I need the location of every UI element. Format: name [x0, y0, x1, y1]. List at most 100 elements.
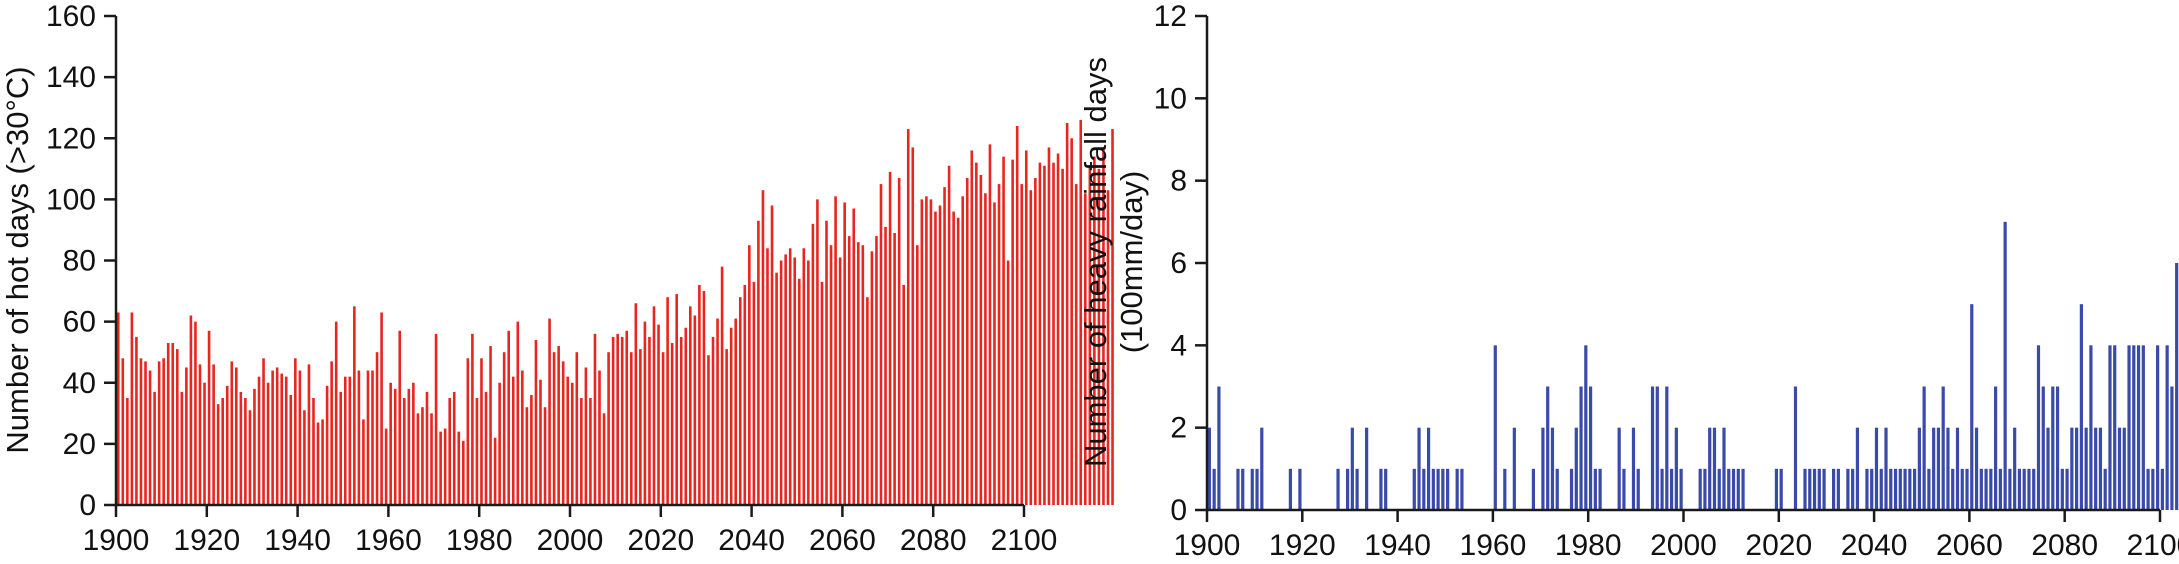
hot-days-y-tick-label: 160 [46, 0, 96, 33]
heavy-rainfall-bar-2099 [2156, 345, 2160, 510]
heavy-rainfall-bar-2043 [1889, 468, 1893, 510]
hot-days-bar-1908 [153, 391, 156, 505]
heavy-rainfall-bar-2010 [1731, 468, 1736, 510]
hot-days-bar-2051 [802, 248, 806, 505]
hot-days-bar-1952 [353, 306, 356, 505]
hot-days-bar-2047 [784, 254, 787, 505]
hot-days-bar-2002 [580, 398, 583, 505]
heavy-rainfall-bar-2067 [2003, 221, 2007, 510]
hot-days-bar-1968 [425, 391, 429, 505]
hot-days-bar-1971 [439, 431, 442, 505]
hot-days-bar-1942 [307, 364, 311, 505]
heavy-rainfall-bar-1993 [1650, 386, 1655, 510]
heavy-rainfall-x-tick-label: 1980 [1555, 529, 1622, 562]
heavy-rainfall-x-tick-label: 1920 [1269, 529, 1336, 562]
hot-days-bar-1931 [257, 376, 261, 505]
hot-days-bar-1945 [321, 419, 324, 505]
hot-days-bar-2019 [657, 324, 660, 505]
heavy-rainfall-bar-2062 [1979, 468, 1983, 510]
hot-days-bar-2068 [879, 184, 883, 505]
hot-days-bar-1964 [407, 388, 411, 505]
hot-days-bar-1999 [566, 376, 570, 505]
heavy-rainfall-y-axis-title-line2: (100mm/day) [1114, 171, 1149, 354]
hot-days-bar-1950 [343, 376, 347, 505]
heavy-rainfall-bar-1978 [1579, 386, 1583, 510]
hot-days-bar-2112 [1079, 119, 1083, 505]
hot-days-bar-2076 [916, 245, 919, 505]
hot-days-bar-2081 [938, 205, 942, 506]
heavy-rainfall-bar-1953 [1460, 468, 1464, 510]
heavy-rainfall-bar-2087 [2098, 427, 2103, 510]
hot-days-bar-2102 [1034, 177, 1037, 506]
heavy-rainfall-bar-1960 [1493, 345, 1497, 510]
hot-days-bar-2119 [1111, 129, 1114, 505]
heavy-rainfall-bar-2071 [2022, 468, 2026, 510]
hot-days-bar-2014 [634, 303, 638, 505]
hot-days-bar-2103 [1038, 162, 1042, 505]
hot-days-bar-1948 [334, 321, 338, 506]
hot-days-bar-2037 [738, 297, 742, 505]
heavy-rainfall-bar-2069 [2013, 427, 2017, 510]
hot-days-bar-2117 [1102, 147, 1105, 506]
hot-days-bar-2006 [598, 370, 601, 505]
heavy-rainfall-bar-2078 [2055, 386, 2060, 510]
heavy-rainfall-bar-2060 [1970, 304, 1974, 510]
heavy-rainfall-y-tick-label: 6 [1170, 247, 1187, 280]
hot-days-bar-2012 [625, 330, 629, 505]
heavy-rainfall-bar-1946 [1426, 427, 1431, 510]
hot-days-bar-1955 [366, 370, 370, 505]
heavy-rainfall-bar-2029 [1822, 468, 1826, 510]
hot-days-bar-1930 [253, 388, 256, 505]
heavy-rainfall-bar-2046 [1903, 468, 1907, 510]
heavy-rainfall-bars [1207, 221, 2179, 510]
heavy-rainfall-bar-2056 [1951, 468, 1955, 510]
hot-days-bar-2008 [607, 352, 610, 505]
heavy-rainfall-bar-2020 [1779, 468, 1783, 510]
heavy-rainfall-bar-2075 [2041, 386, 2045, 510]
heavy-rainfall-bar-1998 [1674, 427, 1678, 510]
hot-days-bar-2066 [870, 251, 874, 505]
heavy-rainfall-bar-2096 [2141, 345, 2145, 510]
hot-days-bar-1994 [543, 407, 547, 505]
hot-days-bar-1929 [248, 410, 252, 505]
heavy-rainfall-bar-2102 [2170, 386, 2174, 510]
hot-days-bar-2045 [775, 272, 778, 505]
hot-days-bar-2013 [629, 352, 633, 505]
hot-days-bar-1953 [357, 370, 361, 505]
hot-days-bar-1958 [380, 312, 383, 505]
hot-days-bar-1967 [421, 407, 424, 505]
hot-days-bar-1923 [221, 398, 224, 505]
hot-days-bar-2015 [639, 349, 642, 505]
hot-days-bar-1904 [135, 336, 138, 505]
hot-days-bar-2053 [811, 223, 815, 505]
heavy-rainfall-bar-2084 [2084, 427, 2088, 510]
hot-days-y-axis-title: Number of hot days (>30°C) [0, 66, 35, 453]
heavy-rainfall-bar-2031 [1832, 468, 1836, 510]
hot-days-x-tick-label: 2100 [991, 524, 1058, 557]
hot-days-bar-2026 [689, 306, 692, 505]
hot-days-bar-2027 [693, 315, 697, 505]
hot-days-x-tick-label: 1960 [355, 524, 422, 557]
heavy-rainfall-bar-2009 [1727, 468, 1731, 510]
heavy-rainfall-bar-1999 [1679, 468, 1683, 510]
hot-days-bar-2031 [711, 336, 715, 505]
hot-days-bar-2056 [825, 220, 828, 505]
hot-days-bar-1914 [180, 391, 184, 505]
heavy-rainfall-bar-2058 [1960, 468, 1964, 510]
hot-days-bar-2114 [1088, 165, 1092, 505]
heavy-rainfall-bar-2053 [1936, 427, 1941, 510]
hot-days-bar-1974 [452, 391, 456, 505]
hot-days-bar-1928 [244, 398, 247, 505]
hot-days-bar-2110 [1070, 138, 1073, 505]
hot-days-bar-1959 [384, 428, 388, 505]
hot-days-bar-1932 [262, 358, 265, 505]
hot-days-bars [116, 119, 1114, 506]
hot-days-bar-2052 [807, 260, 810, 505]
heavy-rainfall-bar-2064 [1989, 468, 1993, 510]
hot-days-bar-2036 [734, 318, 738, 505]
heavy-rainfall-bar-2086 [2094, 427, 2098, 510]
heavy-rainfall-bar-2076 [2046, 427, 2050, 510]
hot-days-bar-2057 [829, 245, 833, 505]
hot-days-bar-2077 [920, 199, 924, 506]
